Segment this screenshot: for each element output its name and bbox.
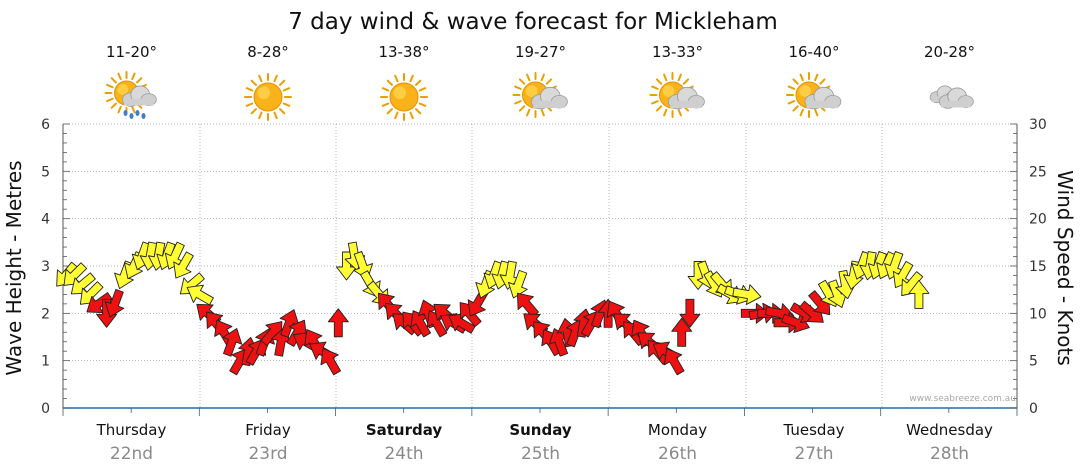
sun-icon (380, 73, 428, 121)
wind-arrow (222, 328, 243, 357)
day-date-label: 23rd (248, 444, 287, 464)
day-name-label: Thursday (96, 421, 167, 439)
right-tick-label: 5 (1029, 354, 1038, 370)
day-date-label: 26th (658, 444, 697, 464)
right-axis-ticks: 0 5 10 15 20 25 30 (1029, 117, 1047, 417)
right-tick-label: 25 (1029, 164, 1047, 180)
right-tick-label: 0 (1029, 401, 1038, 417)
day-date-label: 24th (384, 444, 423, 464)
wind-arrow (732, 284, 762, 305)
left-tick-label: 1 (41, 354, 50, 370)
sun-icon (244, 73, 292, 121)
right-tick-label: 20 (1029, 212, 1047, 228)
wind-arrow (96, 298, 118, 328)
chart-title: 7 day wind & wave forecast for Mickleham (288, 9, 778, 35)
temperature-label: 16-40° (788, 43, 839, 61)
wind-arrow (327, 308, 349, 338)
day-name-label: Wednesday (906, 421, 993, 439)
credit-text: www.seabreeze.com.au (909, 394, 1016, 404)
right-tick-label: 30 (1029, 117, 1047, 133)
wind-arrow (508, 269, 528, 299)
left-tick-label: 5 (41, 164, 50, 180)
left-tick-label: 4 (41, 212, 50, 228)
sun-cloud-icon (649, 72, 705, 118)
wind-arrow (173, 251, 194, 279)
day-date-label: 22nd (110, 444, 153, 464)
day-name-label: Monday (648, 421, 707, 439)
sun-cloud-icon (786, 72, 842, 118)
day-date-label: 28th (930, 444, 969, 464)
wind-arrow (671, 317, 693, 347)
wind-arrows (56, 241, 930, 376)
temperature-label: 8-28° (247, 43, 289, 61)
sun-cloud-rain-icon (104, 71, 157, 119)
temperature-label: 19-27° (515, 43, 566, 61)
day-name-label: Friday (245, 421, 291, 439)
wind-arrow (663, 348, 685, 376)
left-tick-label: 0 (41, 401, 50, 417)
left-tick-label: 6 (41, 117, 50, 133)
day-labels: Thursday 22nd Friday 23rd Saturday 24th Sunday… (96, 421, 993, 464)
left-axis-title: Wave Height - Metres (2, 160, 26, 375)
day-date-label: 25th (521, 444, 560, 464)
right-tick-label: 10 (1029, 306, 1047, 322)
temperature-label: 11-20° (106, 43, 157, 61)
temperature-row: 11-20° 8-28° 13-38° 19-27° 13-33° 16-40° 20-28… (104, 43, 975, 121)
wind-arrow (104, 288, 125, 318)
right-tick-label: 15 (1029, 259, 1047, 275)
left-tick-label: 3 (41, 259, 50, 275)
wind-arrow (186, 284, 214, 306)
sun-cloud-icon (512, 72, 568, 118)
wind-arrow (320, 348, 342, 376)
day-name-label: Sunday (509, 421, 572, 439)
temperature-label: 13-33° (652, 43, 703, 61)
cloud-icon (929, 85, 974, 109)
left-axis-ticks: 0 1 2 3 4 5 6 (41, 117, 50, 417)
day-date-label: 27th (794, 444, 833, 464)
day-name-label: Saturday (366, 421, 443, 439)
temperature-label: 13-38° (378, 43, 429, 61)
wind-arrow (679, 298, 701, 328)
wind-arrow (908, 279, 930, 309)
day-name-label: Tuesday (782, 421, 844, 439)
right-axis-title: Wind Speed - Knots (1053, 170, 1077, 366)
left-tick-label: 2 (41, 306, 50, 322)
temperature-label: 20-28° (924, 43, 975, 61)
plot-area (62, 123, 1018, 416)
